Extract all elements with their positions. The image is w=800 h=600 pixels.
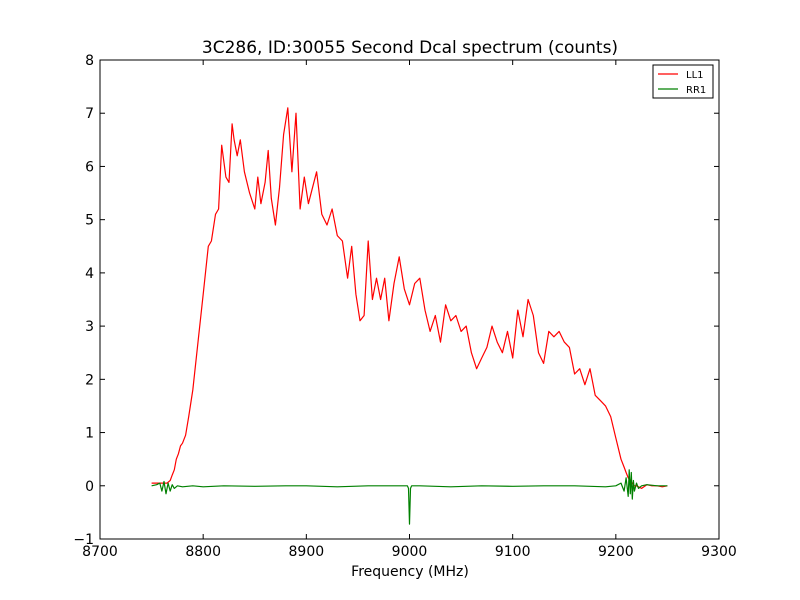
legend-label-ll1: LL1 xyxy=(686,70,704,81)
y-tick-label: 0 xyxy=(85,479,94,495)
series-line-rr1 xyxy=(151,469,668,525)
y-tick-label: 6 xyxy=(85,159,94,175)
y-tick-label: 4 xyxy=(85,266,94,282)
y-tick-label: 2 xyxy=(85,372,94,388)
legend-label-rr1: RR1 xyxy=(686,85,706,96)
chart-title: 3C286, ID:30055 Second Dcal spectrum (co… xyxy=(202,38,618,58)
y-tick-label: 3 xyxy=(85,319,94,335)
x-tick-label: 9200 xyxy=(598,544,634,560)
series-line-ll1 xyxy=(151,107,668,489)
x-axis-label: Frequency (MHz) xyxy=(351,564,469,580)
y-tick-label: 1 xyxy=(85,426,94,442)
legend-box xyxy=(652,64,714,99)
x-tick-label: 8800 xyxy=(185,544,221,560)
y-tick-label: 7 xyxy=(85,106,94,122)
y-tick-label: 8 xyxy=(85,53,94,69)
x-tick-label: 9100 xyxy=(495,544,531,560)
x-tick-label: 8900 xyxy=(289,544,325,560)
x-tick-label: 9000 xyxy=(392,544,428,560)
x-tick-label: 9300 xyxy=(701,544,737,560)
y-tick-label: 5 xyxy=(85,213,94,229)
x-axis-ticks: 8700 8800 8900 9000 9100 9200 9300 xyxy=(82,60,737,560)
y-axis-ticks: −1 0 1 2 3 4 5 6 7 8 xyxy=(73,53,719,548)
y-tick-label: −1 xyxy=(73,532,94,548)
x-tick-label: 8700 xyxy=(82,544,118,560)
